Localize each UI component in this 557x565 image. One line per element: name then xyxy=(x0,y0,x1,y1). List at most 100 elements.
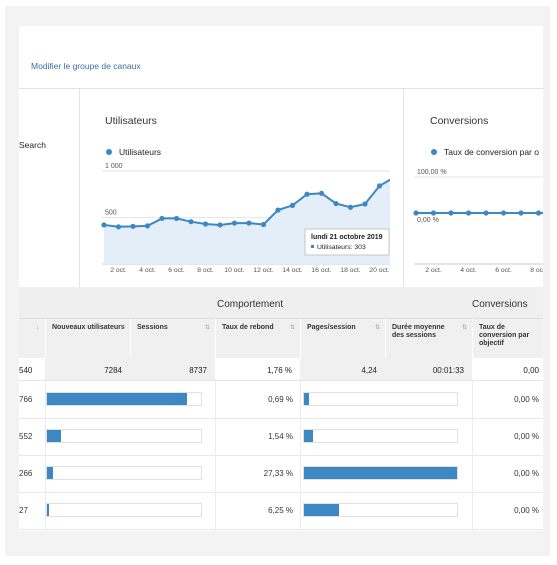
users-data-point xyxy=(275,207,281,213)
table-row[interactable]: 552 1,54 % 0,00 % xyxy=(19,418,543,456)
sort-icon[interactable]: ⇅ xyxy=(461,325,467,331)
x-tick-label: 2 oct. xyxy=(110,267,127,274)
y-tick-label: 100,00 % xyxy=(417,169,447,176)
row-conv-value: 0,00 % xyxy=(514,469,539,478)
column-divider xyxy=(45,381,46,418)
conversion-data-point xyxy=(535,210,542,216)
users-data-point xyxy=(333,200,339,207)
users-data-point xyxy=(304,191,310,197)
divider xyxy=(403,89,404,288)
col-conv-rate-label: Taux de conversion par objectif xyxy=(479,324,530,347)
conversion-data-point xyxy=(518,210,524,216)
users-data-point xyxy=(130,223,136,229)
total-pages: 4,24 xyxy=(361,366,377,375)
sessions-bar-track xyxy=(46,429,202,443)
col-pages-label: Pages/session xyxy=(307,324,356,331)
tooltip-value: Utilisateurs: 303 xyxy=(317,244,366,251)
users-data-point xyxy=(188,219,194,225)
row-bounce-value: 0,69 % xyxy=(268,395,293,404)
col-new-users-header[interactable]: Nouveaux utilisateurs ⇅ xyxy=(45,319,130,359)
col-sessions-label: Sessions xyxy=(137,324,168,331)
row-users-value: 27 xyxy=(19,506,28,515)
col-pages-header[interactable]: Pages/session ⇅ xyxy=(300,319,385,359)
column-divider xyxy=(215,418,216,455)
x-tick-label: 4 oct. xyxy=(139,267,156,274)
divider xyxy=(79,89,80,288)
group-conversions: Conversions xyxy=(472,299,528,310)
users-data-point xyxy=(376,183,383,189)
pages-bar-track xyxy=(303,466,458,480)
users-chart-legend[interactable]: Utilisateurs xyxy=(106,147,161,157)
sort-icon[interactable]: ⇅ xyxy=(119,325,125,331)
sessions-bar-track xyxy=(46,503,202,517)
col-bounce-header[interactable]: Taux de rebond ⇅ xyxy=(215,319,300,359)
total-conv: 0,00 xyxy=(523,366,539,375)
table-row[interactable]: 266 27,33 % 0,00 % xyxy=(19,455,543,493)
legend-dot-icon xyxy=(431,149,437,155)
sort-icon[interactable]: ⇅ xyxy=(204,325,210,331)
totals-shade xyxy=(45,358,130,380)
users-data-point xyxy=(159,215,165,222)
total-bounce: 1,76 % xyxy=(267,366,292,375)
column-divider xyxy=(472,381,473,418)
row-conv-value: 0,00 % xyxy=(514,395,539,404)
tooltip-box xyxy=(304,228,390,256)
users-series-line xyxy=(103,178,390,228)
users-data-point xyxy=(347,204,354,210)
pages-bar-fill xyxy=(304,467,457,479)
column-divider xyxy=(300,455,301,492)
column-divider xyxy=(45,455,46,492)
total-new-users: 7284 xyxy=(104,366,122,375)
x-tick-label: 18 oct. xyxy=(340,267,361,274)
users-data-point xyxy=(260,221,267,228)
column-divider xyxy=(300,418,301,455)
col-users-header[interactable]: ↓ xyxy=(19,319,45,359)
x-tick-label: 20 oct. xyxy=(369,267,390,274)
users-data-point xyxy=(246,220,252,226)
x-tick-label: 14 oct. xyxy=(282,267,303,274)
tooltip: lundi 21 octobre 2019 Utilisateurs: 303 xyxy=(304,228,390,256)
totals-row: 540 7284 8737 1,76 % 4,24 00:01:33 0,00 xyxy=(19,358,543,381)
col-conv-rate-header[interactable]: Taux de conversion par objectif xyxy=(472,319,543,359)
x-tick-label: 6 oct. xyxy=(168,267,185,274)
column-divider xyxy=(472,492,473,529)
column-divider xyxy=(300,381,301,418)
table-row[interactable]: 27 6,25 % 0,00 % xyxy=(19,492,543,530)
total-sessions: 8737 xyxy=(189,366,207,375)
column-divider xyxy=(472,418,473,455)
users-data-point xyxy=(289,202,296,209)
right-edge xyxy=(543,6,550,556)
tooltip-title: lundi 21 octobre 2019 xyxy=(311,234,383,241)
users-line-chart[interactable]: 1 000 500 2 oct. 4 oct. 6 oct. 8 oct. 10 oct. 1… xyxy=(80,89,390,288)
col-bounce-label: Taux de rebond xyxy=(222,324,274,331)
sort-icon[interactable]: ⇅ xyxy=(289,325,295,331)
col-sessions-header[interactable]: Sessions ⇅ xyxy=(130,319,215,359)
conversions-legend-label: Taux de conversion par o xyxy=(444,147,539,157)
sort-desc-icon[interactable]: ↓ xyxy=(36,325,39,331)
pages-bar-fill xyxy=(304,504,340,516)
x-tick-label: 8 oct. xyxy=(530,267,543,274)
column-divider xyxy=(45,492,46,529)
totals-shade xyxy=(385,358,472,380)
sessions-bar-fill xyxy=(47,393,188,405)
table-row[interactable]: 766 0,69 % 0,00 % xyxy=(19,381,543,419)
conversions-chart-legend[interactable]: Taux de conversion par o xyxy=(431,147,539,157)
col-duration-label: Durée moyenne des sessions xyxy=(392,324,445,339)
tooltip-swatch xyxy=(311,245,314,248)
column-divider xyxy=(215,455,216,492)
column-divider xyxy=(215,492,216,529)
conversion-data-point xyxy=(430,210,437,216)
users-data-point xyxy=(231,220,238,226)
x-tick-label: 2 oct. xyxy=(425,267,442,274)
conversions-line-chart[interactable]: 100,00 %0,00 %2 oct.4 oct.6 oct.8 oct.10… xyxy=(404,89,543,288)
edit-channel-group-link[interactable]: Modifier le groupe de canaux xyxy=(31,61,141,71)
col-duration-header[interactable]: Durée moyenne des sessions ⇅ xyxy=(385,319,472,359)
row-users-value: 766 xyxy=(19,395,33,404)
data-table: Comportement Conversions ↓ Nouveaux util… xyxy=(19,287,543,531)
pages-bar-track xyxy=(303,392,458,406)
legend-dot-icon xyxy=(106,149,112,155)
users-chart-title: Utilisateurs xyxy=(105,115,157,127)
analytics-report-frame: Modifier le groupe de canaux Search Util… xyxy=(5,6,550,556)
column-header-row: ↓ Nouveaux utilisateurs ⇅ Sessions ⇅ Tau… xyxy=(19,318,543,359)
sort-icon[interactable]: ⇅ xyxy=(374,325,380,331)
